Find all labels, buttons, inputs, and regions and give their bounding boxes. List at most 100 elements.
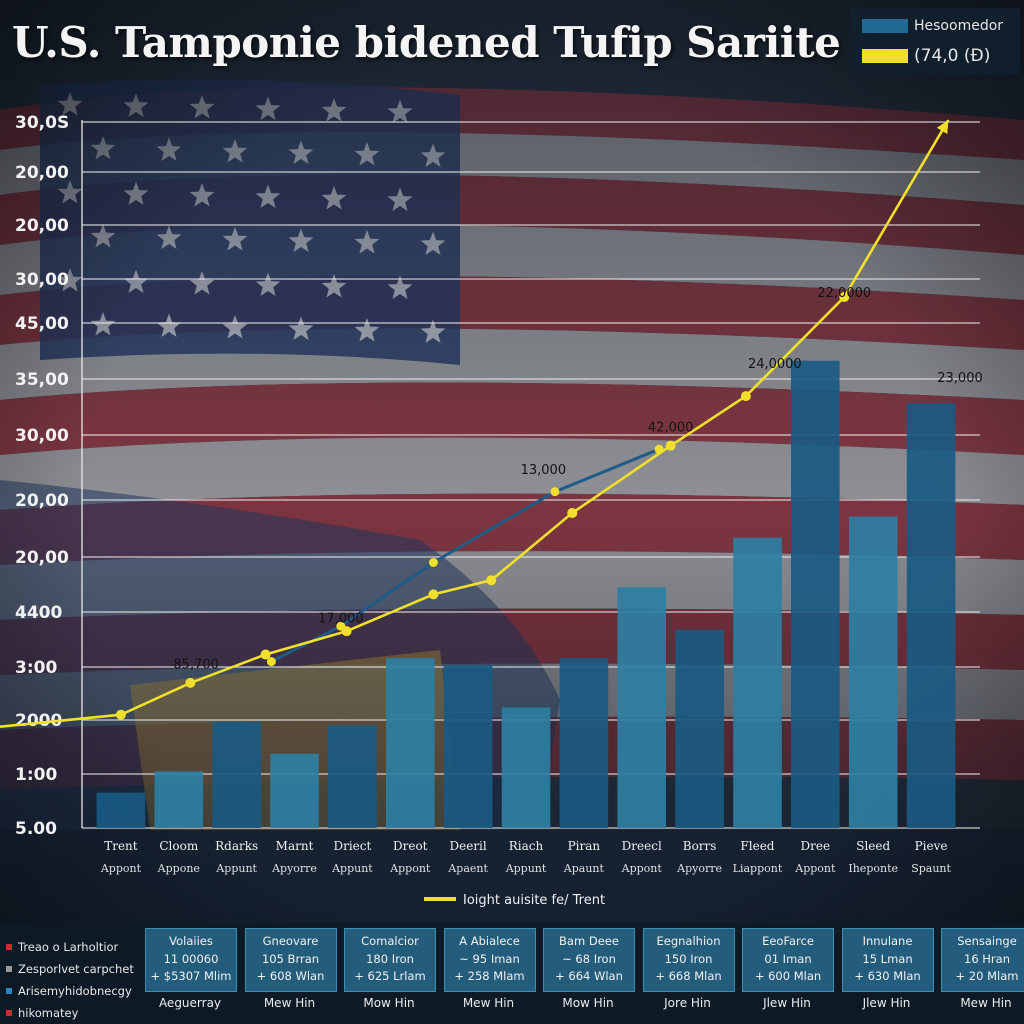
bottom-legend: Treao o Larholtior Zesporlvet carpchet Ari… (6, 936, 134, 1024)
summary-card-line2: + 625 Lrlam (354, 969, 426, 983)
y-tick-label: 30,00 (15, 270, 69, 290)
bottom-legend-item: Zesporlvet carpchet (6, 958, 134, 980)
trend-caption: Ioight auisite fe/ Trent (424, 893, 605, 908)
y-axis-ticks: 30,0S 20,00 20,00 30,00 45,00 35,00 30,00 20,00… (15, 113, 69, 839)
bar (154, 771, 204, 828)
x-sublabel: Appunt (215, 862, 257, 875)
summary-card-footer: Mew Hin (462, 996, 515, 1010)
y-tick-label: 3:00 (15, 658, 57, 678)
trend-point (486, 575, 497, 586)
legend-swatch-series (862, 19, 908, 33)
trend-point (428, 589, 439, 600)
summary-card-footer: Jlew Hin (862, 996, 911, 1010)
summary-card-line1: 11 00060 (163, 952, 219, 966)
trend-point (341, 626, 352, 637)
x-sublabel: Appont (621, 862, 663, 875)
summary-card-line2: + 668 Mlan (655, 969, 722, 983)
summary-card: Comalcior 180 Iron + 625 Lrlam (344, 928, 436, 992)
bottom-legend-marker (6, 988, 12, 994)
summary-card-line1: 01 Iman (764, 952, 812, 966)
bar (617, 587, 666, 828)
x-label: Dree (801, 839, 831, 853)
x-label: Pieve (915, 839, 948, 853)
bar (96, 792, 146, 828)
bar (733, 537, 782, 828)
bottom-legend-label: Arisemyhidobnecgy (18, 984, 132, 998)
x-sublabel: Appone (157, 862, 200, 875)
summary-card-footer: Jlew Hin (763, 996, 811, 1010)
y-tick-label: 1:00 (15, 765, 57, 785)
x-label: Driect (333, 839, 371, 853)
x-label: Fleed (740, 839, 774, 853)
data-label: 85,700 (173, 658, 219, 673)
summary-card-line1: 16 Hran (964, 952, 1010, 966)
summary-card-line1: 150 Iron (664, 952, 713, 966)
summary-card-footer: Mew Hin (960, 996, 1012, 1010)
x-sublabel: Apyorre (676, 862, 722, 875)
summary-card-title: Bam Deee (559, 934, 619, 948)
trend-caption-label: Ioight auisite fe/ Trent (463, 893, 605, 908)
x-sublabel: Liappont (733, 862, 783, 875)
y-tick-label: 20,00 (15, 163, 69, 183)
trend-point (260, 649, 271, 660)
x-sublabel: Spaunt (911, 862, 951, 875)
y-tick-label: 30,00 (15, 426, 69, 446)
summary-card-footer: Mew Hin (263, 996, 316, 1010)
y-tick-label: 5.00 (15, 819, 57, 839)
summary-card-title: Sensainge (957, 934, 1017, 948)
bar (443, 665, 493, 828)
legend-item-trend: (74,0 (Ð) (862, 46, 990, 66)
x-label: Trent (104, 839, 138, 853)
x-sublabel: Appunt (331, 862, 373, 875)
trend-line (0, 119, 950, 728)
x-axis-labels: Trent Appont Cloom Appone Rdarks Appunt Marnt A… (100, 839, 952, 875)
summary-card-line2: + 630 Mlan (854, 969, 921, 983)
x-sublabel: Appont (794, 862, 836, 875)
bottom-legend-item: hikomatey (6, 1002, 134, 1024)
trend-point (740, 391, 751, 402)
bottom-legend-marker (6, 944, 12, 950)
summary-card-line2: + $5307 Mlim (150, 969, 232, 983)
x-sublabel: Appunt (505, 862, 547, 875)
data-label: 23,000 (937, 371, 983, 386)
bar (675, 629, 724, 828)
trend-point (665, 440, 676, 451)
summary-card-title: Innulane (862, 934, 913, 948)
data-label: 42,000 (648, 421, 694, 436)
summary-card-footer: Aeguerray (158, 996, 222, 1010)
bar (501, 707, 551, 828)
y-tick-label: 20,00 (15, 216, 69, 236)
bar (328, 725, 377, 828)
x-sublabel: Iheponte (848, 862, 898, 875)
trend-point (839, 292, 850, 302)
summary-card-footer: Mow Hin (363, 996, 415, 1010)
x-sublabel: Apaent (447, 862, 488, 875)
blue-line (270, 447, 660, 663)
summary-card-line2: + 258 Mlam (454, 969, 525, 983)
summary-card-title: Comalcior (361, 934, 419, 948)
summary-card: Sensainge 16 Hran + 20 Mlam (941, 928, 1024, 992)
x-label: Rdarks (215, 839, 258, 853)
lines (0, 119, 950, 728)
x-label: Dreecl (622, 839, 662, 853)
y-tick-label: 4400 (15, 603, 62, 623)
blue-line-point (550, 487, 560, 497)
y-tick-label: 20,00 (15, 548, 69, 568)
legend-label-trend: (74,0 (Ð) (914, 46, 991, 66)
bar (791, 360, 840, 828)
bars (96, 360, 956, 828)
x-label: Piran (568, 839, 601, 853)
bottom-legend-label: Zesporlvet carpchet (18, 962, 134, 976)
bar (848, 516, 898, 828)
data-label: 24,0000 (748, 357, 802, 372)
bar (906, 403, 956, 828)
bar (386, 658, 435, 828)
x-sublabel: Apyorre (271, 862, 317, 875)
summary-card-line1: ~ 68 Iron (562, 952, 616, 966)
summary-card-line1: 180 Iron (366, 952, 414, 966)
summary-card-line1: ~ 95 Iman (459, 952, 520, 966)
bar (270, 753, 319, 828)
legend-item-series: Hesoomedor (862, 18, 1003, 34)
bottom-legend-label: Treao o Larholtior (18, 940, 119, 954)
trend-point (567, 507, 578, 518)
